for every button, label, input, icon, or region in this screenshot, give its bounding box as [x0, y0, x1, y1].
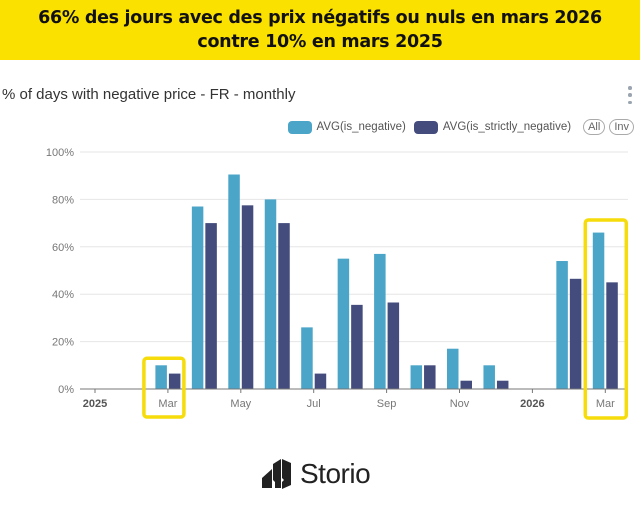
bar-is-negative — [301, 327, 313, 389]
bar-is-negative — [410, 365, 423, 389]
y-tick-label: 60% — [52, 242, 74, 254]
bar-is-strictly-negative — [278, 223, 290, 389]
legend-item-is-strictly-negative[interactable]: AVG(is_strictly_negative) — [413, 120, 572, 134]
bar-is-strictly-negative — [460, 380, 472, 389]
chart-legend: AVG(is_negative) AVG(is_strictly_negativ… — [287, 119, 634, 135]
bar-is-strictly-negative — [606, 282, 618, 389]
legend-swatch-is-strictly-negative — [413, 120, 438, 134]
headline-line-2: contre 10% en mars 2025 — [197, 32, 443, 52]
bar-is-negative — [155, 365, 167, 389]
bar-is-strictly-negative — [569, 278, 582, 389]
y-tick-label: 80% — [52, 194, 74, 206]
brand-name: Storio — [300, 458, 371, 489]
bar-is-negative — [447, 348, 459, 389]
bar-is-strictly-negative — [496, 380, 509, 389]
bar-is-strictly-negative — [387, 302, 400, 389]
bars — [155, 174, 618, 389]
y-tick-label: 40% — [52, 289, 74, 301]
x-tick-label: 2026 — [520, 398, 544, 410]
legend-all-button[interactable]: All — [583, 119, 606, 135]
bar-is-negative — [337, 258, 350, 389]
bar-is-strictly-negative — [351, 304, 363, 389]
storio-logo: Storio — [262, 458, 371, 490]
y-tick-label: 20% — [52, 337, 74, 349]
legend-label-is-strictly-negative: AVG(is_strictly_negative) — [442, 121, 572, 133]
legend-inv-button[interactable]: Inv — [609, 119, 634, 135]
x-tick-label: Mar — [596, 398, 615, 410]
highlight-box-mar-2025 — [142, 356, 186, 419]
legend-label-is-negative: AVG(is_negative) — [316, 121, 406, 133]
bar-is-negative — [228, 174, 240, 389]
highlight-box-mar-2026 — [583, 218, 629, 420]
chart-title: % of days with negative price - FR - mon… — [2, 86, 296, 103]
y-tick-label: 100% — [46, 147, 74, 159]
x-tick-label: Mar — [158, 398, 177, 410]
bar-is-negative — [592, 232, 605, 389]
bar-is-negative — [191, 206, 204, 389]
bar-is-negative — [483, 365, 495, 389]
legend-item-is-negative[interactable]: AVG(is_negative) — [287, 120, 406, 134]
bar-is-negative — [374, 253, 386, 389]
y-axis-ticks: 0% 20% 40% 60% 80% 100% — [46, 147, 74, 396]
bar-is-negative — [556, 261, 568, 389]
storio-logo-icon — [262, 459, 291, 489]
bar-is-strictly-negative — [205, 223, 217, 389]
x-tick-label: Nov — [450, 398, 470, 410]
x-tick-label: Sep — [377, 398, 397, 410]
x-tick-label: 2025 — [83, 398, 107, 410]
x-tick-label: Jul — [307, 398, 321, 410]
legend-swatch-is-negative — [287, 120, 312, 134]
headline-banner: 66% des jours avec des prix négatifs ou … — [0, 0, 640, 60]
bar-is-negative — [264, 199, 277, 389]
grid-lines — [80, 151, 628, 343]
x-axis-ticks: 2025 Mar May Jul Sep Nov 2026 Mar — [83, 389, 615, 410]
headline-line-1: 66% des jours avec des prix négatifs ou … — [38, 8, 602, 28]
highlight-boxes — [142, 218, 629, 420]
bar-is-strictly-negative — [168, 373, 181, 389]
bar-is-strictly-negative — [314, 373, 327, 389]
vertical-ellipsis-icon[interactable] — [626, 86, 634, 104]
bar-chart: 0%20%40%60%80%100% 2025 Mar May Jul Sep Nov 20… — [46, 147, 629, 420]
bar-is-strictly-negative — [241, 205, 254, 389]
bar-is-strictly-negative — [424, 365, 436, 389]
y-tick-label: 0% — [58, 384, 74, 396]
x-tick-label: May — [230, 398, 251, 410]
